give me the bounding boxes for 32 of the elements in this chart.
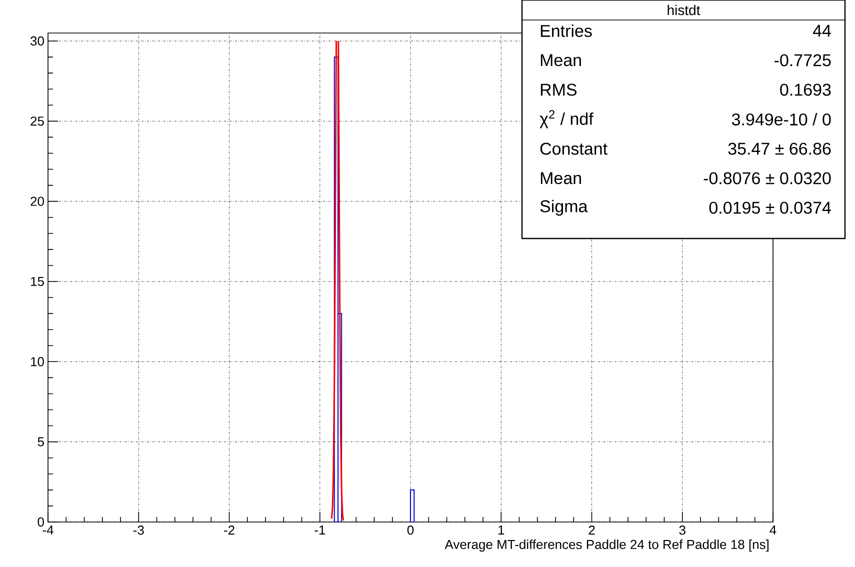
annotation: Mean [540, 172, 581, 184]
annotation: 3.949e-10 / 0 [732, 113, 831, 126]
y-tick-label: 5 [38, 437, 44, 446]
x-axis-title: Average MT-differences Paddle 24 to Ref Paddle 18 [ns] [444, 540, 768, 552]
x-tick-label: -2 [224, 526, 234, 535]
text: 44 [812, 24, 831, 37]
x-tick-label: -3 [133, 526, 144, 535]
y-tick-label: 25 [30, 116, 44, 126]
y-tick-label: 20 [30, 196, 44, 206]
x-tick-label: -4 [42, 526, 54, 534]
annotation: 0.0195 ± 0.0374 [709, 202, 831, 214]
x-tick-label: 1 [498, 526, 504, 534]
x-tick-label: -1 [314, 526, 326, 534]
x-tick-label: 2 [588, 526, 595, 535]
annotation: -0.8076 ± 0.0320 [704, 172, 831, 184]
annotation: RMS [540, 84, 577, 96]
annotation: Sigma [540, 200, 588, 216]
text: histdt [668, 4, 700, 16]
y-tick-label: 15 [31, 276, 44, 286]
text: -0.7725 [774, 54, 831, 66]
x-tick-label: 3 [679, 526, 686, 535]
annotation: Mean [540, 54, 581, 66]
annotation: Entries [540, 24, 592, 37]
y-tick-label: 0 [38, 517, 44, 527]
y-tick-label: 30 [30, 36, 44, 46]
annotation: Constant [540, 142, 608, 155]
annotation: χ$^{2}$ / ndf [540, 110, 594, 128]
y-tick-label: 10 [31, 357, 44, 366]
x-tick-label: 4 [770, 526, 776, 534]
annotation: 35.47 ± 66.86 [728, 142, 831, 155]
x-tick-label: 0 [407, 526, 414, 535]
text: 0.1693 [780, 84, 831, 96]
